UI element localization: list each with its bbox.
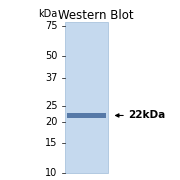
- Text: Western Blot: Western Blot: [58, 9, 133, 22]
- Text: 37: 37: [45, 73, 58, 83]
- Text: 22kDa: 22kDa: [128, 111, 165, 120]
- Text: 25: 25: [45, 101, 58, 111]
- Text: 75: 75: [45, 21, 58, 31]
- FancyBboxPatch shape: [65, 22, 108, 173]
- Text: 15: 15: [45, 138, 58, 148]
- Text: kDa: kDa: [38, 9, 58, 19]
- FancyBboxPatch shape: [67, 113, 106, 118]
- Text: 50: 50: [45, 51, 58, 61]
- Text: 20: 20: [45, 117, 58, 127]
- Text: 10: 10: [45, 168, 58, 178]
